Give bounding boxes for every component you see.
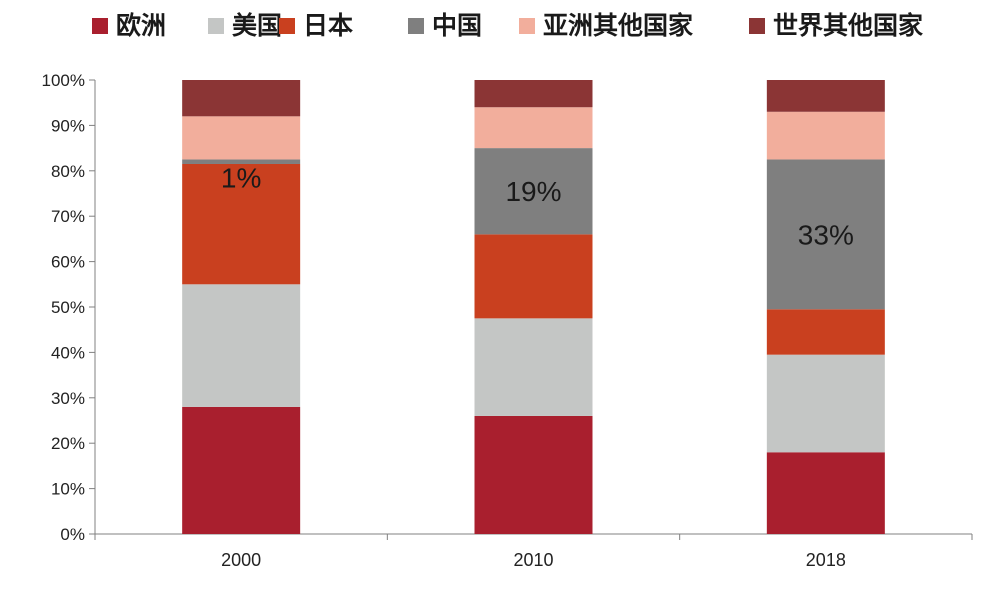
x-tick-label: 2000 (221, 550, 261, 570)
y-tick-label: 80% (51, 162, 85, 181)
y-tick-label: 70% (51, 207, 85, 226)
bar-segment (182, 80, 301, 117)
y-tick-label: 100% (42, 71, 85, 90)
y-tick-label: 90% (51, 116, 85, 135)
bar-segment (182, 163, 301, 285)
legend-swatch (208, 18, 224, 34)
legend-swatch (279, 18, 295, 34)
bar-segment (766, 111, 885, 160)
y-tick-label: 40% (51, 343, 85, 362)
legend-swatch (408, 18, 424, 34)
y-axis: 0% 10% 20% 30% 40% 50% 60% 70% 80% 90% 100% (42, 71, 96, 544)
legend-label: 欧洲 (116, 11, 166, 40)
legend: 欧洲 美国 日本 中国 亚洲其他国家 世界其他国家 (92, 11, 923, 40)
y-tick-label: 30% (51, 389, 85, 408)
x-tick-label: 2018 (806, 550, 846, 570)
bar-segment (766, 452, 885, 534)
data-labels: 1% 19% 33% (221, 162, 854, 250)
bar-segment (474, 318, 593, 416)
y-tick-label: 0% (60, 525, 85, 544)
legend-label: 中国 (432, 11, 482, 40)
legend-swatch (749, 18, 765, 34)
bar-segment (474, 148, 593, 235)
y-tick-label: 20% (51, 434, 85, 453)
bar-segment (766, 80, 885, 112)
x-axis: 2000 2010 2018 (94, 533, 973, 570)
bar-segment (182, 159, 301, 164)
x-tick-label: 2010 (513, 550, 553, 570)
bar-segment (182, 116, 301, 160)
legend-label: 亚洲其他国家 (543, 11, 693, 40)
legend-label: 日本 (303, 11, 353, 40)
bar-segment (766, 159, 885, 310)
data-label: 1% (221, 162, 261, 193)
bar-segment (766, 354, 885, 453)
y-tick-label: 50% (51, 298, 85, 317)
data-label: 19% (505, 176, 561, 207)
data-label: 33% (798, 219, 854, 250)
y-tick-label: 60% (51, 253, 85, 272)
bars (182, 80, 885, 534)
legend-swatch (92, 18, 108, 34)
bar-segment (474, 234, 593, 319)
legend-label: 美国 (232, 11, 282, 40)
bar-segment (474, 107, 593, 149)
bar-segment (766, 309, 885, 355)
legend-swatch (519, 18, 535, 34)
legend-label: 世界其他国家 (773, 11, 923, 40)
bar-segment (474, 415, 593, 534)
bar-segment (182, 406, 301, 534)
bar-segment (474, 80, 593, 108)
y-tick-label: 10% (51, 480, 85, 499)
bar-segment (182, 284, 301, 407)
